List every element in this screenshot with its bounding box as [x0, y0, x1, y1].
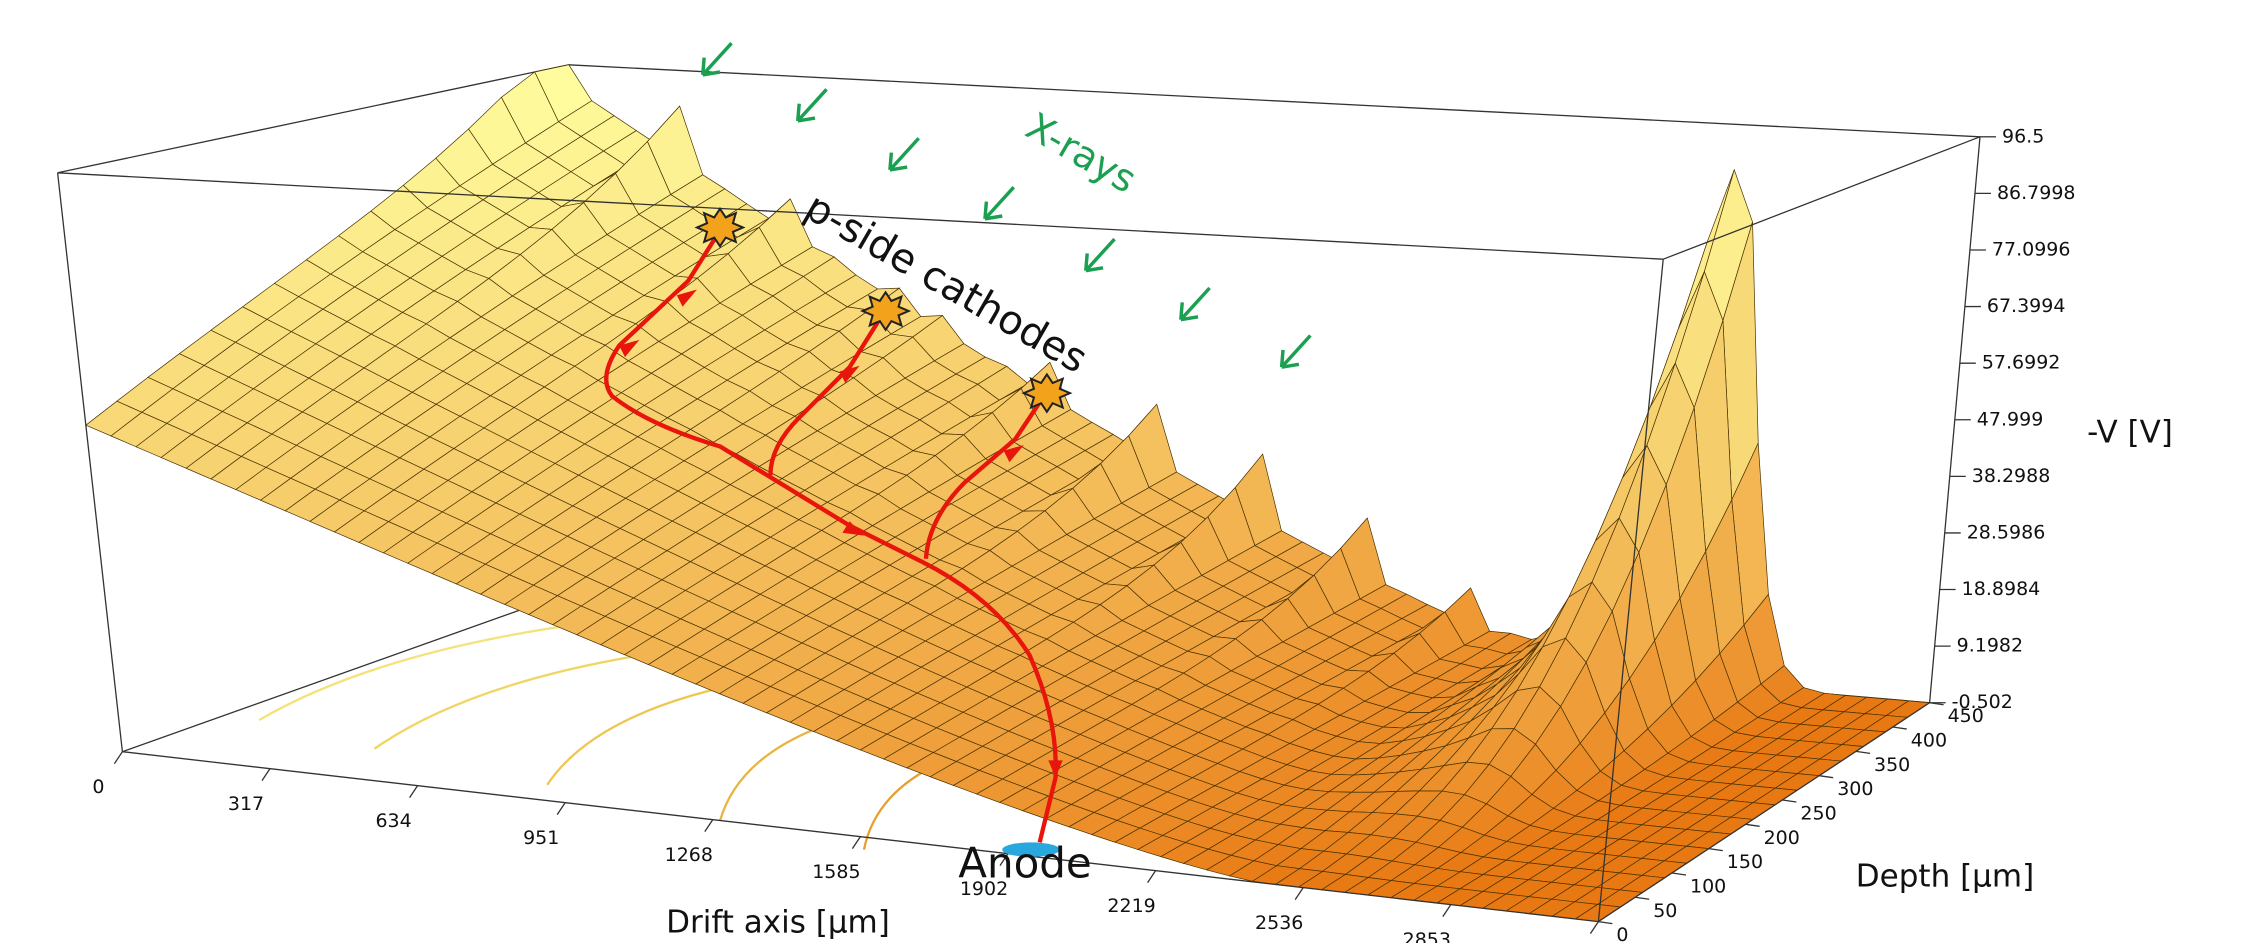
y-tick-label: 50 [1653, 900, 1677, 922]
z-tick-label: 9.1982 [1957, 635, 2023, 657]
page: {"chart_data": { "type": "surface3d", "x… [0, 0, 2247, 943]
y-tick [1672, 873, 1686, 875]
y-tick [1856, 751, 1870, 753]
x-tick-label: 2853 [1403, 929, 1451, 943]
x-tick [705, 820, 713, 832]
arrow [985, 187, 1014, 219]
z-tick-label: 18.8984 [1962, 578, 2041, 600]
z-tick-label: 96.5 [2002, 125, 2044, 147]
x-tick-label: 2219 [1107, 895, 1155, 917]
x-tick [852, 837, 860, 849]
x-tick [557, 803, 565, 815]
y-tick [1709, 849, 1723, 851]
y-tick [1746, 824, 1760, 826]
x-tick-label: 951 [523, 827, 559, 849]
y-tick-label: 0 [1616, 924, 1628, 943]
x-tick [1590, 922, 1598, 934]
box-edge [1663, 137, 1980, 259]
z-tick-label: 86.7998 [1997, 182, 2076, 204]
x-tick [1443, 905, 1451, 917]
z-tick-label: 57.6992 [1982, 352, 2061, 374]
star [1024, 374, 1070, 411]
y-tick [1635, 897, 1649, 899]
box-edge [58, 173, 123, 752]
z-tick-label: -0.502 [1952, 691, 2013, 713]
y-tick [1782, 800, 1796, 802]
x-tick-label: 317 [228, 793, 264, 815]
arrow [798, 89, 827, 121]
z-tick-label: 28.5986 [1967, 521, 2046, 543]
x-tick-label: 0 [92, 776, 104, 798]
z-tick-label: 77.0996 [1992, 238, 2071, 260]
x-tick-label: 1268 [665, 844, 713, 866]
x-tick [1295, 888, 1303, 900]
x-axis-title: Drift axis [µm] [666, 905, 890, 941]
y-tick-label: 100 [1690, 875, 1726, 897]
chart: 0317634951126815851902221925362853317005… [0, 0, 2247, 943]
x-tick [410, 786, 418, 798]
x-tick [114, 752, 122, 764]
arrow [703, 43, 732, 75]
arrow [1086, 239, 1115, 271]
x-tick-label: 1585 [812, 861, 860, 883]
y-tick-label: 350 [1874, 754, 1910, 776]
arrow [890, 138, 919, 170]
box-edge [569, 65, 1980, 137]
y-tick-label: 300 [1837, 778, 1873, 800]
y-tick [1819, 776, 1833, 778]
star [863, 292, 909, 329]
x-tick-label: 2536 [1255, 912, 1303, 934]
box-edge [122, 588, 583, 752]
anode-label: Anode [958, 839, 1092, 888]
z-tick-label: 47.999 [1977, 408, 2043, 430]
y-tick-label: 150 [1727, 851, 1763, 873]
z-tick-label: 38.2988 [1972, 465, 2051, 487]
arrow [1181, 288, 1210, 320]
y-tick [1893, 727, 1907, 729]
y-tick-label: 250 [1800, 803, 1836, 825]
y-tick [1598, 922, 1612, 924]
x-tick [1148, 871, 1156, 883]
z-tick-label: 67.3994 [1987, 295, 2066, 317]
x-tick [262, 769, 270, 781]
x-tick-label: 634 [375, 810, 411, 832]
star [697, 209, 743, 246]
arrow [1282, 336, 1311, 368]
xrays-label: X-rays [1019, 104, 1144, 202]
y-tick-label: 200 [1764, 827, 1800, 849]
y-axis-title: Depth [µm] [1856, 859, 2034, 895]
z-axis-title: -V [V] [2087, 415, 2173, 451]
y-tick-label: 400 [1911, 730, 1947, 752]
